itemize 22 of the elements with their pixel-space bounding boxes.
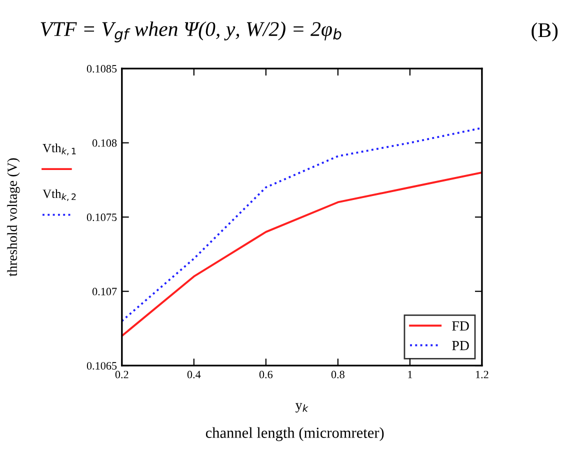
x-tick-label: 1 bbox=[408, 370, 412, 378]
y-tick-label: 0.107 bbox=[92, 288, 117, 296]
line-series bbox=[122, 172, 482, 337]
legend-label: PD bbox=[452, 341, 469, 350]
y-tick-label: 0.1075 bbox=[86, 214, 117, 222]
y-tick-label: 0.108 bbox=[92, 139, 117, 147]
y-tick-label: 0.1065 bbox=[86, 362, 117, 370]
x-tick-label: 0.2 bbox=[115, 370, 128, 378]
line-series bbox=[122, 126, 482, 322]
y-tick-label: 0.1085 bbox=[86, 65, 117, 73]
x-axis-title: y$_{k}$ bbox=[296, 403, 308, 413]
text: Vth$_{k,1}$ bbox=[42, 144, 76, 156]
x-tick-label: 0.8 bbox=[331, 370, 344, 378]
text: Vth$_{k,2}$ bbox=[42, 189, 76, 201]
y-axis-title: threshold voltage (V) bbox=[7, 158, 20, 276]
text: channel length (micromreter) bbox=[206, 427, 384, 442]
x-tick-label: 0.6 bbox=[259, 370, 273, 378]
chart-title: VTF = V$_{gf}$ when Ψ(0, y, W/2) = 2φ$_{b}$ bbox=[40, 21, 342, 42]
x-tick-label: 0.4 bbox=[187, 370, 201, 378]
x-tick-label: 1.2 bbox=[476, 370, 488, 378]
text: (B) bbox=[532, 22, 558, 42]
legend-label: FD bbox=[452, 321, 469, 331]
